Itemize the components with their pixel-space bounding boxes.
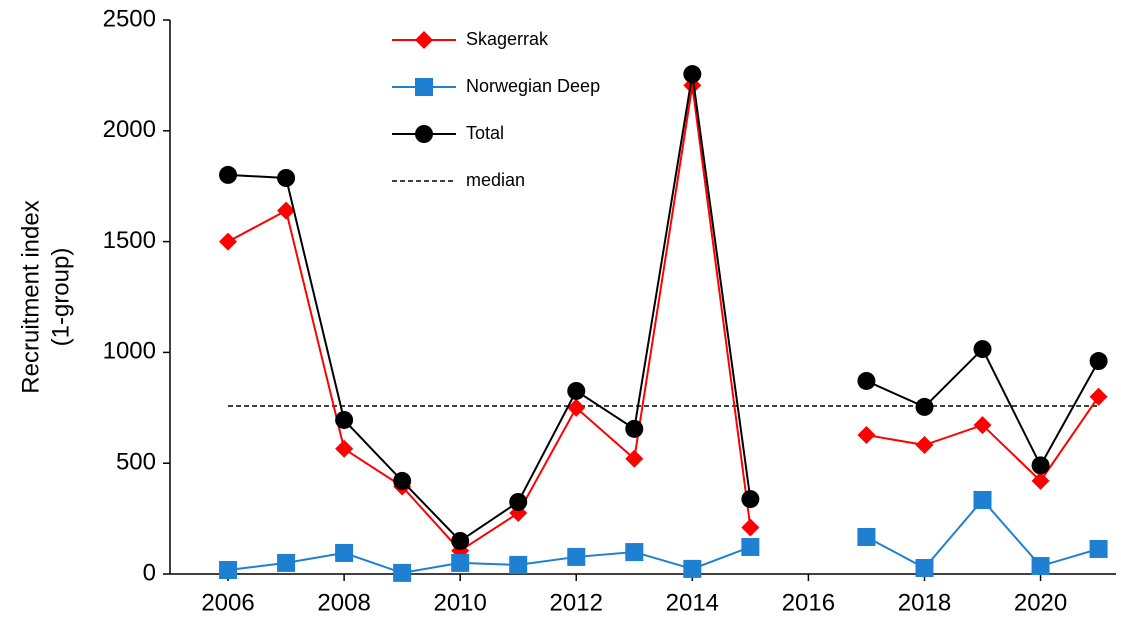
marker <box>741 537 760 556</box>
x-tick-label: 2018 <box>898 589 951 616</box>
y-axis-label: Recruitment index <box>17 200 44 393</box>
marker <box>277 169 296 188</box>
x-tick-label: 2016 <box>782 589 835 616</box>
marker <box>393 471 412 490</box>
marker <box>973 416 992 435</box>
marker <box>683 559 702 578</box>
marker <box>683 65 702 84</box>
marker <box>415 125 433 143</box>
marker <box>857 371 876 390</box>
marker <box>451 553 470 572</box>
marker <box>335 410 354 429</box>
marker <box>567 547 586 566</box>
x-tick-label: 2008 <box>317 589 370 616</box>
marker <box>1089 539 1108 558</box>
y-tick-label: 2000 <box>103 116 156 143</box>
marker <box>973 340 992 359</box>
marker <box>509 555 528 574</box>
marker <box>973 490 992 509</box>
series-line <box>227 498 1099 574</box>
x-tick-label: 2020 <box>1014 589 1067 616</box>
legend-label: Skagerrak <box>466 29 549 49</box>
y-axis-label: (1-group) <box>47 248 74 347</box>
legend: Skagerrak Norwegian Deep Total median <box>392 29 600 190</box>
marker <box>567 398 586 417</box>
marker <box>741 490 760 509</box>
legend-label: Total <box>466 123 504 143</box>
x-tick-label: 2010 <box>433 589 486 616</box>
marker <box>509 492 528 511</box>
marker <box>415 78 433 96</box>
marker <box>857 527 876 546</box>
marker <box>219 561 238 580</box>
marker <box>219 165 238 184</box>
marker <box>393 563 412 582</box>
marker <box>625 419 644 438</box>
marker <box>625 449 644 468</box>
y-tick-label: 2500 <box>103 5 156 32</box>
marker <box>915 397 934 416</box>
marker <box>415 31 433 49</box>
marker <box>335 543 354 562</box>
marker <box>277 553 296 572</box>
y-tick-label: 500 <box>116 449 156 476</box>
legend-label: Norwegian Deep <box>466 76 600 96</box>
marker <box>1031 557 1050 576</box>
marker <box>1089 352 1108 371</box>
x-tick-label: 2012 <box>550 589 603 616</box>
marker <box>915 559 934 578</box>
x-tick-label: 2006 <box>201 589 254 616</box>
marker <box>1031 471 1050 490</box>
marker <box>219 232 238 251</box>
y-tick-label: 1000 <box>103 338 156 365</box>
marker <box>451 531 470 550</box>
marker <box>1089 387 1108 406</box>
marker <box>277 201 296 220</box>
marker <box>1031 456 1050 475</box>
legend-label: median <box>466 170 525 190</box>
marker <box>567 381 586 400</box>
marker <box>857 426 876 445</box>
marker <box>625 543 644 562</box>
series-line <box>227 85 1100 553</box>
series-line <box>227 73 1100 543</box>
marker <box>741 518 760 537</box>
y-tick-label: 0 <box>143 559 156 586</box>
y-tick-label: 1500 <box>103 227 156 254</box>
x-tick-label: 2014 <box>666 589 719 616</box>
marker <box>335 439 354 458</box>
marker <box>915 436 934 455</box>
